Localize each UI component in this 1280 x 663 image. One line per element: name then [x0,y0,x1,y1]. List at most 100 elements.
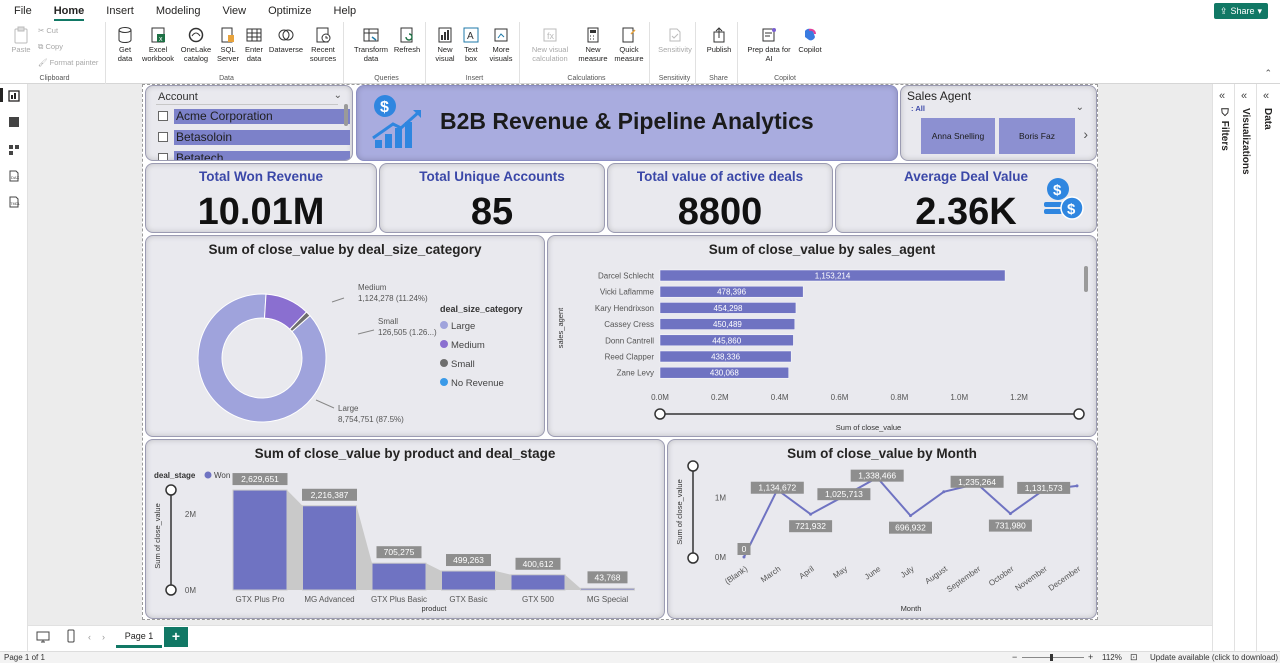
data-point[interactable] [942,490,946,494]
enter-data-button[interactable]: Enter data [242,26,266,63]
bar[interactable] [659,318,796,330]
chevrons-left-icon[interactable]: « [1263,90,1270,102]
slicer-option[interactable]: Betatech [158,150,350,160]
bar[interactable] [580,587,635,591]
zoom-out-button[interactable]: − [1012,652,1018,662]
bar[interactable] [232,489,288,591]
deal-size-donut-chart[interactable]: Sum of close_value by deal_size_category… [145,235,545,437]
next-page-icon[interactable]: › [102,632,105,642]
bar[interactable] [441,570,496,591]
menu-insert[interactable]: Insert [106,5,134,17]
bar[interactable] [371,562,427,591]
table-view-icon[interactable] [8,116,20,128]
slicer-button-anna-snelling[interactable]: Anna Snelling [921,118,995,154]
mobile-layout-icon[interactable] [66,629,76,643]
fit-to-page-icon[interactable]: ⊡ [1130,652,1138,662]
zoom-slider-handle[interactable] [1073,408,1085,420]
data-pane[interactable]: « Data [1262,90,1273,130]
bar[interactable] [659,302,797,314]
legend-item[interactable]: Medium [451,340,485,351]
menu-optimize[interactable]: Optimize [268,5,312,17]
zoom-slider-handle[interactable] [654,408,666,420]
tmdl-view-icon[interactable]: TMDL [8,196,20,208]
update-available-link[interactable]: Update available (click to download) [1150,653,1279,662]
checkbox[interactable] [158,153,168,160]
desktop-layout-icon[interactable] [36,631,50,643]
scrollbar[interactable] [1084,266,1088,292]
menu-home[interactable]: Home [46,0,93,22]
more-visuals-button[interactable]: More visuals [484,26,518,63]
ribbon-collapse-icon[interactable]: ⌃ [1264,68,1272,78]
onelake-catalog-button[interactable]: OneLake catalog [178,26,214,63]
checkbox[interactable] [158,132,168,142]
new-visual-calculation-button[interactable]: fx New visual calculation [526,26,574,63]
data-point[interactable] [742,555,746,559]
chevron-down-icon[interactable]: ⌄ [333,90,342,101]
bar[interactable] [659,285,804,298]
zoom-slider-handle[interactable] [687,460,699,472]
zoom-slider[interactable] [1022,657,1084,658]
zoom-slider-thumb[interactable] [1050,654,1053,661]
text-box-button[interactable]: A Text box [460,26,482,63]
page-tab[interactable]: Page 1 [116,626,162,648]
quick-measure-button[interactable]: Quick measure [612,26,646,63]
product-bar-chart[interactable]: Sum of close_value by product and deal_s… [145,439,665,619]
bar[interactable] [510,574,566,591]
format-painter-button[interactable]: 🖌 Format painter [38,58,99,67]
new-visual-button[interactable]: New visual [432,26,458,63]
slicer-option[interactable]: Betasoloin [158,129,350,145]
menu-file[interactable]: File [14,5,32,17]
refresh-button[interactable]: Refresh [392,26,422,55]
legend-item[interactable]: Small [451,359,475,370]
publish-button[interactable]: Publish [702,26,736,55]
sales-agent-slicer[interactable]: Sales Agent : All ⌄ Anna Snelling Boris … [900,85,1097,161]
filters-pane[interactable]: « ⛉ Filters [1213,84,1235,651]
data-point[interactable] [1075,484,1079,488]
chevrons-left-icon[interactable]: « [1241,90,1248,102]
sales-agent-bar-chart[interactable]: Sum of close_value by sales_agent Darcel… [547,235,1097,437]
menu-modeling[interactable]: Modeling [155,5,201,17]
transform-data-button[interactable]: Transform data [352,26,390,63]
bar[interactable] [302,505,357,591]
sql-server-button[interactable]: SQL Server [216,26,240,63]
donut-slice-large[interactable] [197,293,327,423]
bar[interactable] [659,334,794,347]
sensitivity-button[interactable]: Sensitivity [656,26,694,55]
donut-slice-small[interactable] [289,311,311,333]
slicer-option[interactable]: Acme Corporation [158,108,350,124]
model-view-icon[interactable] [8,144,20,156]
checkbox[interactable] [158,111,168,121]
excel-workbook-button[interactable]: x Excel workbook [140,26,176,63]
data-point[interactable] [1008,512,1012,516]
chevrons-left-icon[interactable]: « [1219,90,1226,102]
prev-page-icon[interactable]: ‹ [88,632,91,642]
copy-button[interactable]: ⧉ Copy [38,42,63,51]
visualizations-pane[interactable]: « Visualizations [1235,84,1257,651]
recent-sources-button[interactable]: Recent sources [306,26,340,63]
get-data-button[interactable]: Get data [112,26,138,63]
share-button[interactable]: ⇪ Share ▾ [1213,3,1268,19]
chevron-right-icon[interactable]: › [1083,126,1088,142]
dax-query-view-icon[interactable]: DAX [8,170,20,182]
report-view-icon[interactable] [8,90,20,102]
bar[interactable] [659,269,1006,282]
add-page-button[interactable]: + [164,627,188,647]
prep-data-for-ai-button[interactable]: Prep data for AI [744,26,794,63]
copilot-button[interactable]: Copilot [794,26,826,55]
data-point[interactable] [809,512,813,516]
data-point[interactable] [909,514,912,518]
menu-help[interactable]: Help [333,5,357,17]
legend-item[interactable]: Large [451,321,475,332]
account-slicer[interactable]: Account ⌄ Acme Corporation Betasoloin Be… [145,85,353,161]
paste-button[interactable]: Paste [8,26,34,55]
chevron-down-icon[interactable]: ⌄ [1075,102,1084,113]
month-line-chart[interactable]: Sum of close_value by Month 0 (Blank) 1,13… [667,439,1097,619]
zoom-slider-handle[interactable] [165,484,177,496]
new-measure-button[interactable]: New measure [576,26,610,63]
zoom-slider-handle[interactable] [165,584,177,596]
menu-view[interactable]: View [222,5,247,17]
bar[interactable] [659,350,792,363]
cut-button[interactable]: ✂ Cut [38,26,59,35]
legend-item[interactable]: No Revenue [451,378,504,389]
legend-item[interactable]: Won [214,471,230,480]
